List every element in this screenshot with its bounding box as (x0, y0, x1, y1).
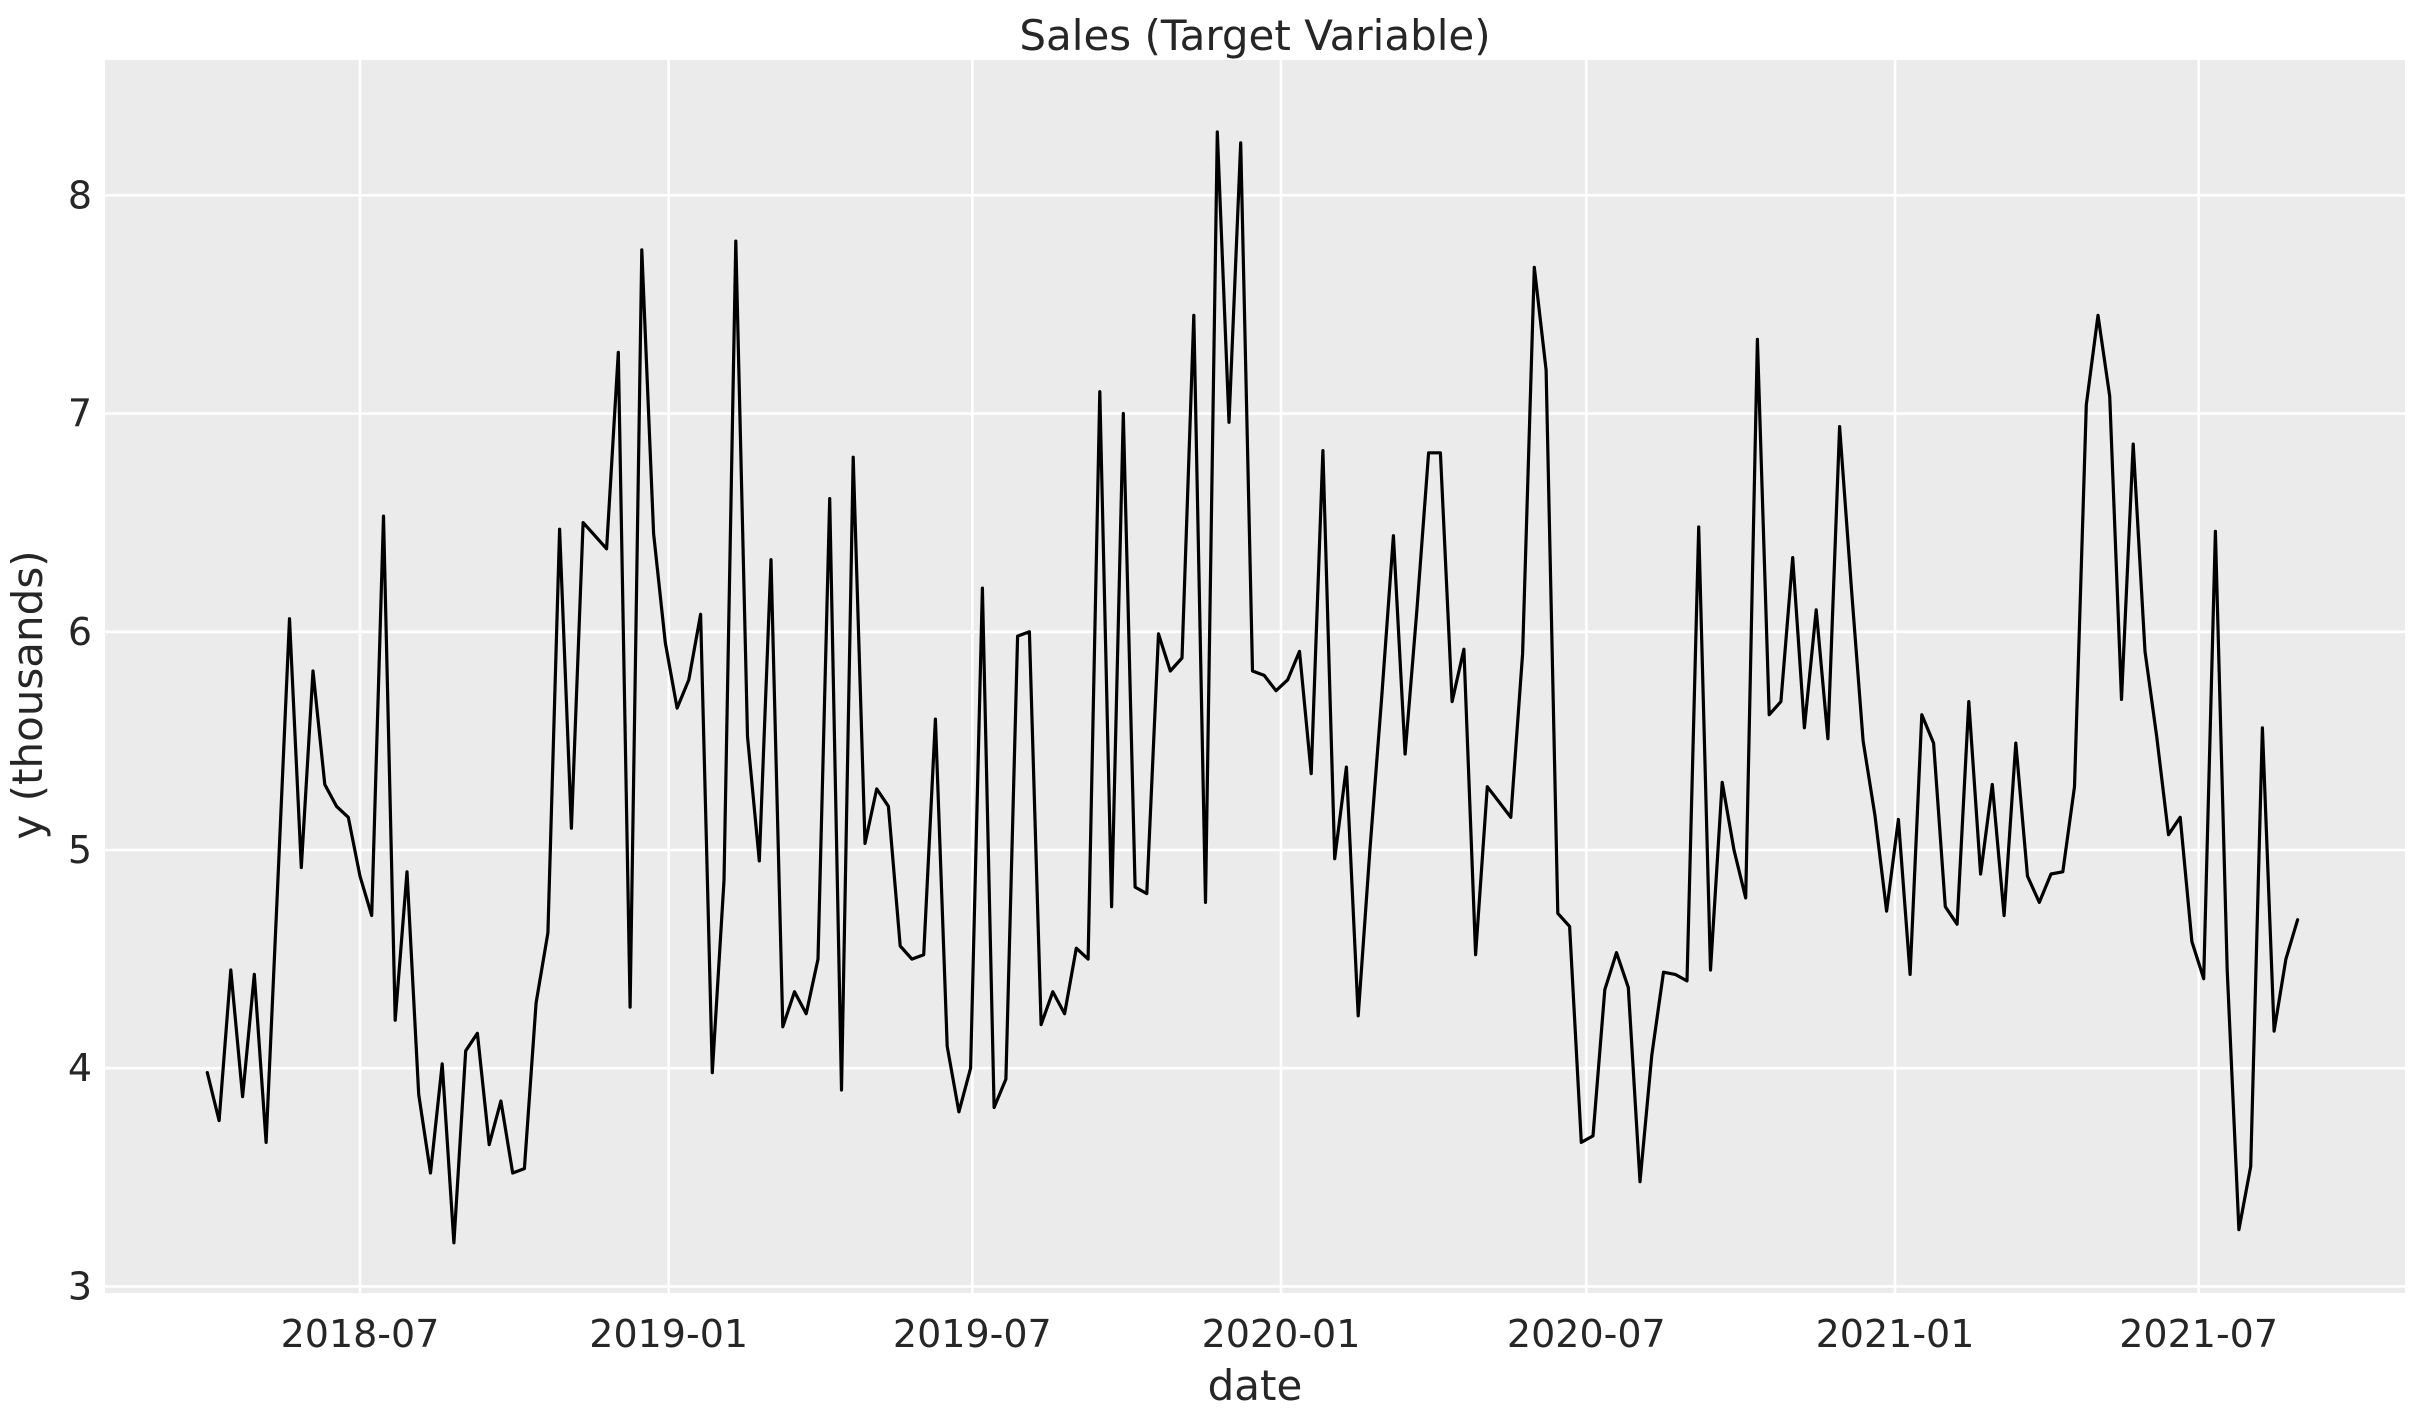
y-tick-label: 4 (68, 1046, 92, 1090)
plot-background (105, 60, 2405, 1293)
y-tick-label: 8 (68, 173, 92, 217)
x-tick-label: 2019-01 (589, 1312, 748, 1356)
y-tick-label: 5 (68, 828, 92, 872)
x-axis-label: date (1208, 1361, 1303, 1410)
x-tick-label: 2019-07 (893, 1312, 1052, 1356)
y-tick-label: 6 (68, 610, 92, 654)
chart-title: Sales (Target Variable) (1019, 11, 1490, 60)
x-tick-label: 2021-01 (1816, 1312, 1975, 1356)
series-line (205, 130, 2300, 1245)
x-tick-label: 2018-07 (281, 1312, 440, 1356)
x-tick-label: 2020-01 (1202, 1312, 1361, 1356)
x-tick-label: 2020-07 (1507, 1312, 1666, 1356)
y-tick-label: 3 (68, 1264, 92, 1308)
y-tick-label: 7 (68, 392, 92, 436)
y-axis-label: y (thousands) (3, 550, 52, 839)
x-tick-label: 2021-07 (2119, 1312, 2278, 1356)
